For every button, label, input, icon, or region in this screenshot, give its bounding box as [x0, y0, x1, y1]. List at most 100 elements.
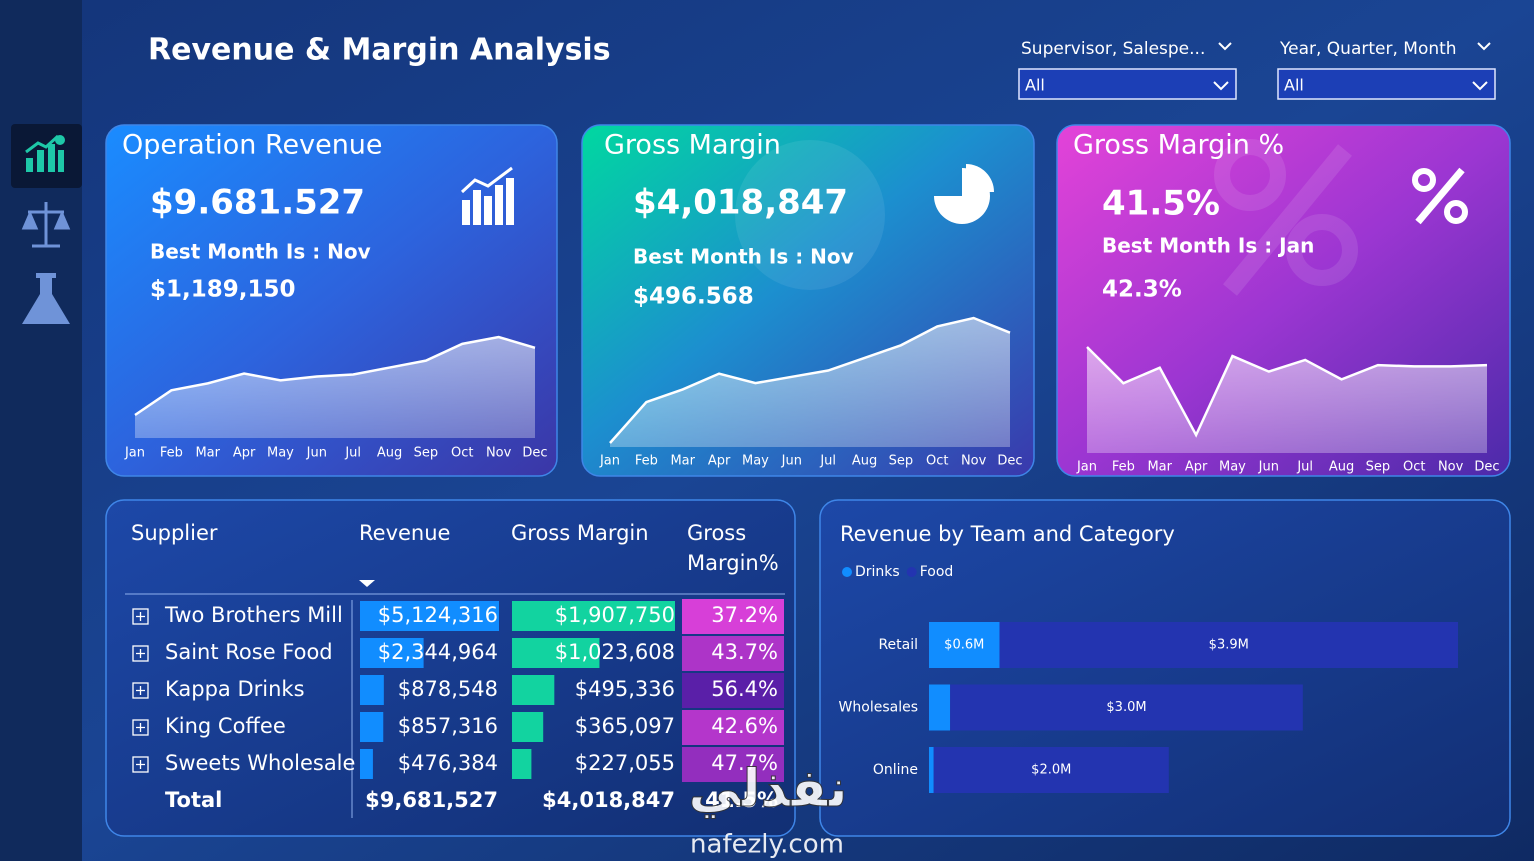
revenue: $476,384	[398, 751, 498, 775]
pct-cell	[682, 636, 784, 671]
card-watermark	[1286, 214, 1358, 286]
card-icon	[462, 200, 470, 225]
x-tick-label: Apr	[233, 446, 256, 461]
margin-bar	[512, 712, 544, 742]
nav-icon-flask[interactable]	[22, 273, 70, 324]
line	[609, 316, 1011, 444]
nav-icon-balance[interactable]	[21, 202, 71, 248]
supplier: Saint Rose Food	[165, 640, 333, 664]
total-margin: $4,018,847	[542, 788, 675, 812]
bar	[999, 622, 1458, 668]
page-title: Revenue & Margin Analysis	[148, 33, 611, 68]
expand-button[interactable]	[132, 682, 149, 699]
x-tick-label: Feb	[635, 454, 658, 469]
chevron	[1472, 81, 1488, 91]
card-value: $9.681.527	[150, 183, 365, 223]
gross-margin: $1,907,750	[555, 603, 675, 627]
chevron	[1218, 42, 1232, 51]
y-tick-label: Wholesales	[839, 700, 918, 716]
expand-button[interactable]	[132, 756, 149, 773]
x-tick-label: Jan	[1076, 460, 1097, 475]
gross-margin-pct: 47.7%	[711, 751, 778, 775]
card-icon	[473, 190, 481, 225]
nav-icon-chart[interactable]	[25, 134, 65, 172]
revenue-bar	[360, 601, 499, 631]
expand-button[interactable]	[132, 608, 149, 625]
gross-margin: $227,055	[575, 751, 675, 775]
pct-cell	[682, 599, 784, 634]
pct-cell	[682, 747, 784, 782]
column-header[interactable]: Gross Margin	[511, 521, 649, 545]
dropdown-value: All	[1025, 76, 1045, 95]
legend-label[interactable]: Drinks	[855, 564, 900, 580]
data-label: $2.0M	[1031, 763, 1071, 778]
card-watermark	[1214, 139, 1286, 211]
x-tick-label: Jun	[1258, 460, 1279, 475]
legend-marker[interactable]	[842, 567, 852, 577]
data-label: $3.0M	[1106, 700, 1146, 715]
x-tick-label: Jul	[819, 454, 836, 469]
pct-cell	[682, 710, 784, 745]
x-tick-label: Oct	[1403, 460, 1425, 475]
x-tick-label: Jun	[781, 454, 802, 469]
total-label: Total	[165, 788, 222, 812]
bar	[929, 622, 1000, 668]
supplier: Kappa Drinks	[165, 677, 305, 701]
watermark: nafezly.com	[690, 830, 844, 860]
total-pct: 41.5%	[705, 788, 778, 812]
chevron	[1477, 42, 1491, 51]
column-header[interactable]: Revenue	[359, 521, 450, 545]
area	[610, 318, 1010, 447]
expand-button[interactable]	[132, 719, 149, 736]
card-title: Operation Revenue	[122, 130, 383, 161]
card-icon	[506, 178, 514, 225]
revenue-bar	[360, 675, 384, 705]
revenue: $878,548	[398, 677, 498, 701]
card-icon	[966, 164, 994, 192]
dropdown[interactable]	[1277, 68, 1496, 100]
revenue-bar	[360, 712, 384, 742]
active-nav[interactable]	[11, 124, 82, 188]
card-icon	[1415, 167, 1465, 225]
legend-marker[interactable]	[906, 567, 917, 577]
expand-button[interactable]	[132, 645, 149, 662]
revenue: $857,316	[398, 714, 498, 738]
margin-bar	[512, 601, 675, 631]
pct-cell	[682, 673, 784, 708]
x-tick-label: Aug	[852, 454, 877, 469]
dropdown[interactable]	[1018, 68, 1237, 100]
column-header[interactable]: Supplier	[131, 521, 218, 545]
best-value: $1,189,150	[150, 277, 296, 303]
expand-plus	[136, 686, 145, 695]
best-value: $496.568	[633, 284, 754, 310]
card-value: 41.5%	[1102, 184, 1220, 224]
sort-indicator	[359, 580, 375, 587]
legend-label[interactable]: Food	[920, 564, 954, 580]
x-tick-label: Jan	[124, 446, 145, 461]
expand-plus	[136, 612, 145, 621]
y-tick-label: Retail	[878, 637, 918, 653]
x-tick-label: May	[1219, 460, 1246, 475]
supplier: King Coffee	[165, 714, 286, 738]
bar	[929, 747, 934, 793]
card-title: Gross Margin %	[1073, 130, 1284, 161]
column-header[interactable]: Gross Margin%	[687, 521, 779, 575]
table-panel	[105, 499, 796, 837]
area	[135, 337, 535, 438]
best-month: Best Month Is : Nov	[633, 245, 854, 269]
x-tick-label: Jun	[306, 446, 327, 461]
x-tick-label: Nov	[486, 446, 512, 461]
filter-label: Year, Quarter, Month	[1279, 39, 1457, 59]
chart-title: Revenue by Team and Category	[840, 522, 1175, 546]
x-tick-label: Dec	[522, 446, 547, 461]
gross-margin-pct: 43.7%	[711, 640, 778, 664]
bar	[950, 684, 1303, 731]
gross-margin-pct: 37.2%	[711, 603, 778, 627]
filter-label: Supervisor, Salespe...	[1021, 39, 1205, 59]
data-label: $3.9M	[1209, 638, 1249, 653]
revenue: $2,344,964	[378, 640, 498, 664]
x-tick-label: Jul	[344, 446, 361, 461]
card-icon	[495, 185, 503, 225]
margin-bar	[512, 749, 532, 779]
